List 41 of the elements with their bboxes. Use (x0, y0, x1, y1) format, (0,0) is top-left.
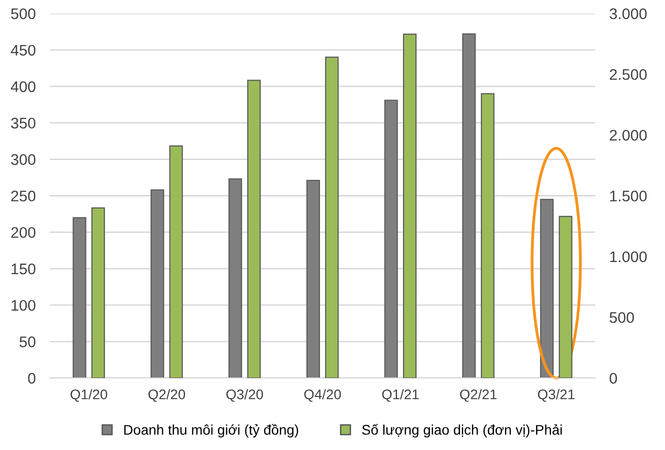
y2-tick-label: 2.500 (610, 69, 647, 80)
bar (462, 33, 476, 378)
y-tick-label: 50 (20, 336, 36, 348)
y-tick-label: 350 (11, 118, 36, 129)
x-tick-label: Q1/21 (382, 389, 419, 402)
bar (91, 207, 105, 378)
y-tick-label: 400 (10, 81, 36, 92)
bar (540, 198, 554, 378)
bar (150, 189, 164, 378)
bar (228, 178, 242, 378)
bar (247, 80, 261, 378)
y2-tick-label: 0 (610, 372, 617, 384)
x-tick-label: Q3/20 (226, 389, 263, 402)
legend-label: Doanh thu môi giới (tỷ đồng) (124, 424, 298, 438)
y2-tick-label: 500 (610, 312, 634, 323)
bar (72, 217, 86, 378)
bar (169, 145, 183, 378)
y2-tick-label: 3.000 (610, 8, 647, 20)
x-tick-label: Q4/20 (304, 389, 341, 402)
bar (480, 93, 494, 378)
y-tick-label: 300 (11, 154, 36, 165)
x-tick-label: Q3/21 (538, 389, 574, 402)
y2-tick-label: 1.000 (610, 251, 647, 262)
bar (558, 216, 572, 378)
bar (306, 180, 320, 378)
y2-tick-label: 2.000 (610, 130, 647, 141)
y-tick-label: 100 (12, 300, 36, 311)
x-tick-label: Q2/21 (460, 389, 497, 402)
y2-tick-label: 1.500 (610, 190, 647, 202)
x-tick-label: Q2/20 (148, 389, 186, 402)
bar (402, 34, 417, 378)
y-tick-label: 250 (11, 190, 36, 202)
y-tick-label: 450 (10, 44, 36, 56)
bar (325, 56, 339, 378)
y-tick-label: 500 (11, 8, 36, 20)
y-tick-label: 0 (28, 372, 36, 384)
y-tick-label: 150 (12, 264, 36, 274)
x-tick-label: Q1/20 (70, 389, 108, 402)
bar (384, 100, 398, 378)
legend-label: Số lượng giao dịch (đơn vị)-Phải (362, 424, 562, 438)
y-tick-label: 200 (11, 227, 36, 238)
